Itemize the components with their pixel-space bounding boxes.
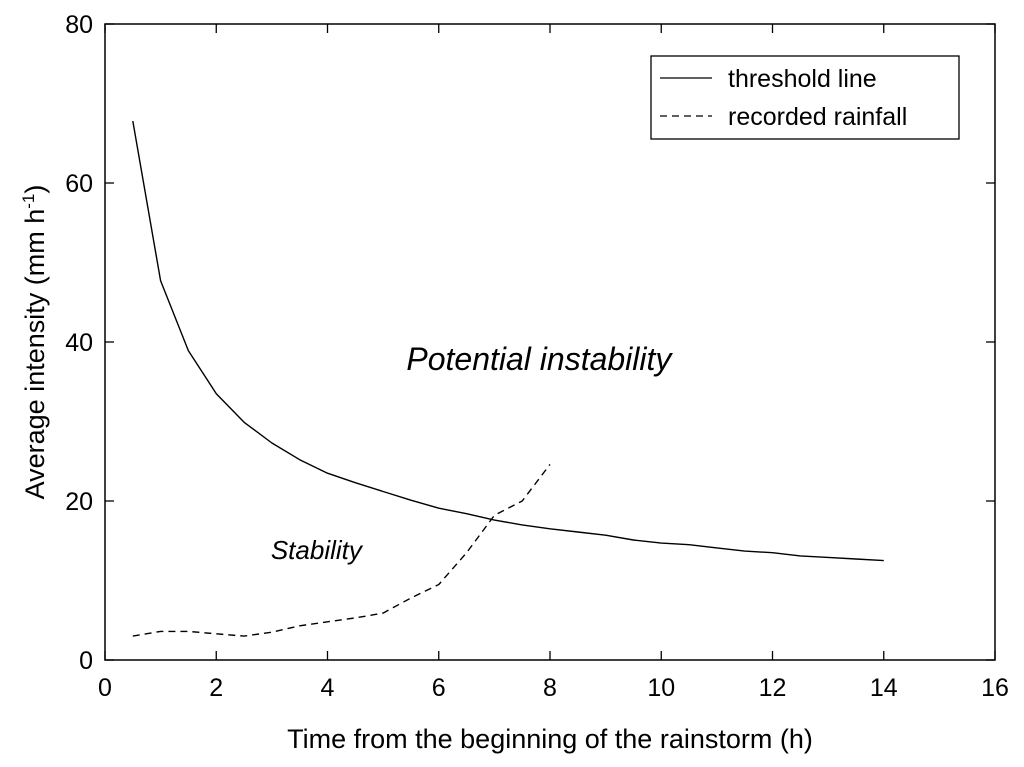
recorded-rainfall-line bbox=[132, 463, 551, 637]
x-tick-label: 2 bbox=[209, 674, 223, 702]
legend: threshold line recorded rainfall bbox=[650, 55, 960, 140]
x-axis-title: Time from the beginning of the rainstorm… bbox=[287, 724, 813, 754]
x-tick-label: 14 bbox=[870, 674, 898, 702]
x-tick-label: 4 bbox=[321, 674, 335, 702]
x-tick-label: 6 bbox=[432, 674, 446, 702]
legend-box bbox=[650, 55, 960, 140]
x-tick-label: 16 bbox=[981, 674, 1009, 702]
x-tick-label: 0 bbox=[98, 674, 112, 702]
x-tick-label: 12 bbox=[759, 674, 787, 702]
annotation-stability: Stability bbox=[271, 535, 364, 565]
y-tick-label: 40 bbox=[65, 329, 93, 357]
axis-ticks: 0 2 4 6 8 10 12 14 16 0 20 40 60 80 bbox=[65, 11, 1009, 702]
y-tick-label: 0 bbox=[79, 647, 93, 675]
annotation-layer: Potential instability Stability bbox=[271, 341, 674, 565]
x-tick-label: 8 bbox=[543, 674, 557, 702]
x-tick-label: 10 bbox=[647, 674, 675, 702]
legend-label-threshold: threshold line bbox=[728, 65, 877, 93]
y-tick-label: 20 bbox=[65, 488, 93, 516]
legend-label-rainfall: recorded rainfall bbox=[728, 103, 907, 131]
y-axis-title: Average intensity (mm h-1) bbox=[19, 185, 50, 500]
series-layer bbox=[132, 120, 884, 637]
annotation-potential-instability: Potential instability bbox=[406, 341, 673, 377]
y-tick-label: 80 bbox=[65, 11, 93, 39]
y-tick-label: 60 bbox=[65, 170, 93, 198]
threshold-line bbox=[132, 120, 884, 562]
